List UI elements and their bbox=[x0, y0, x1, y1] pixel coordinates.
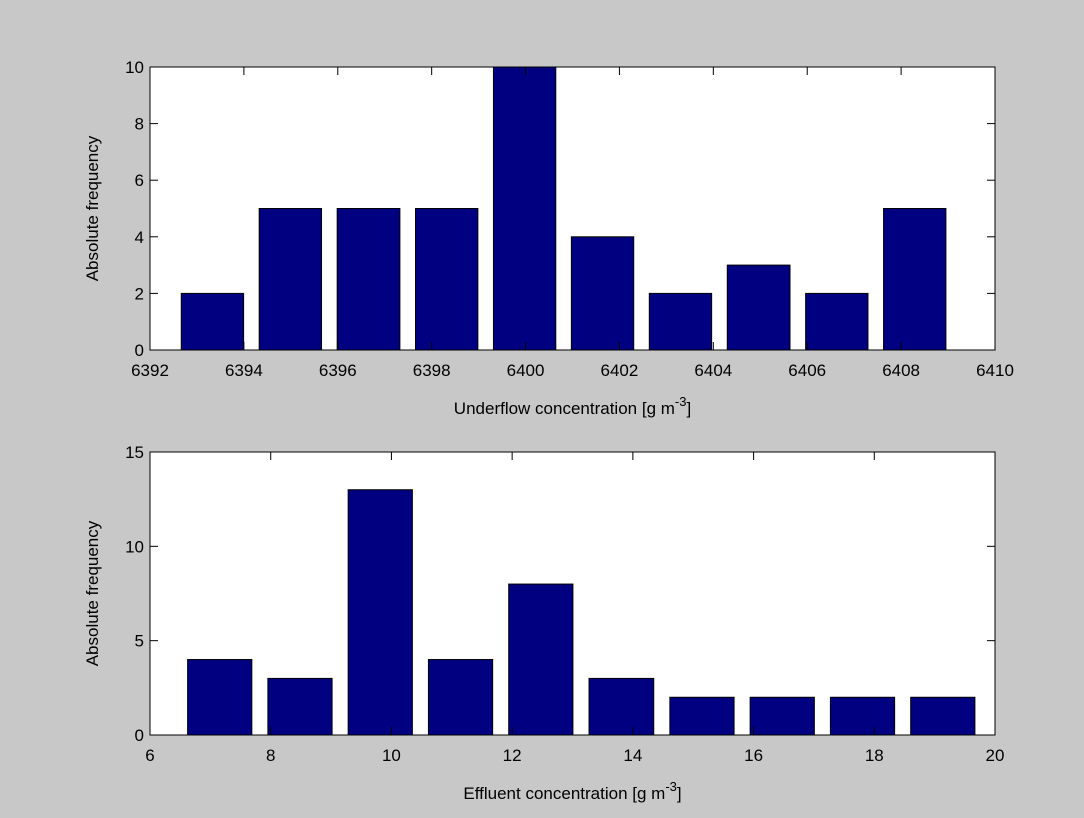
bar bbox=[570, 236, 635, 351]
axes-frame bbox=[149, 66, 996, 351]
x-axis-label-part: -3 bbox=[665, 779, 677, 794]
x-axis-label-part: Underflow concentration [g m bbox=[454, 399, 675, 418]
y-tick-label: 10 bbox=[125, 537, 144, 556]
y-tick-label: 6 bbox=[135, 171, 144, 190]
x-tick-label: 6398 bbox=[413, 361, 451, 380]
y-tick-label: 4 bbox=[135, 228, 144, 247]
x-tick-label: 18 bbox=[865, 746, 884, 765]
bar bbox=[508, 583, 574, 736]
bar bbox=[910, 696, 976, 736]
x-tick-label: 8 bbox=[266, 746, 275, 765]
x-tick-label: 14 bbox=[623, 746, 642, 765]
x-tick-label: 12 bbox=[503, 746, 522, 765]
bar bbox=[415, 208, 479, 351]
x-axis-label-part: Effluent concentration [g m bbox=[463, 784, 665, 803]
x-axis-label-part: ] bbox=[677, 784, 682, 803]
x-tick-label: 6400 bbox=[507, 361, 545, 380]
bar bbox=[267, 677, 333, 736]
bar bbox=[347, 489, 413, 736]
bar bbox=[669, 696, 735, 736]
bar bbox=[805, 292, 869, 351]
x-tick-label: 16 bbox=[744, 746, 763, 765]
bar bbox=[187, 659, 253, 736]
x-tick-label: 6 bbox=[145, 746, 154, 765]
x-tick-label: 6404 bbox=[694, 361, 732, 380]
x-tick-label: 6406 bbox=[788, 361, 826, 380]
bar bbox=[336, 208, 401, 351]
x-tick-label: 6394 bbox=[225, 361, 263, 380]
y-tick-label: 10 bbox=[125, 58, 144, 77]
bar bbox=[829, 696, 896, 736]
bar bbox=[648, 292, 713, 351]
bar bbox=[492, 66, 557, 351]
y-tick-label: 0 bbox=[135, 341, 144, 360]
x-axis-label-part: ] bbox=[686, 399, 691, 418]
x-tick-label: 6408 bbox=[882, 361, 920, 380]
x-tick-label: 6392 bbox=[131, 361, 169, 380]
x-axis-label: Effluent concentration [g m-3] bbox=[463, 779, 681, 803]
bar bbox=[258, 208, 323, 351]
x-tick-label: 6396 bbox=[319, 361, 357, 380]
y-tick-label: 8 bbox=[135, 115, 144, 134]
bar bbox=[180, 292, 245, 351]
x-tick-label: 6410 bbox=[976, 361, 1014, 380]
bar bbox=[427, 659, 494, 736]
x-axis-label-part: -3 bbox=[675, 394, 687, 409]
y-tick-label: 15 bbox=[125, 443, 144, 462]
bar bbox=[726, 264, 791, 351]
bar bbox=[883, 208, 947, 351]
y-axis-label: Absolute frequency bbox=[83, 135, 102, 281]
y-tick-label: 0 bbox=[135, 726, 144, 745]
x-tick-label: 10 bbox=[382, 746, 401, 765]
bar bbox=[749, 696, 815, 736]
axes-frame bbox=[149, 451, 996, 736]
y-axis-label: Absolute frequency bbox=[83, 520, 102, 666]
x-axis-label: Underflow concentration [g m-3] bbox=[454, 394, 691, 418]
x-tick-label: 20 bbox=[986, 746, 1005, 765]
x-tick-label: 6402 bbox=[601, 361, 639, 380]
y-tick-label: 5 bbox=[135, 632, 144, 651]
y-tick-label: 2 bbox=[135, 284, 144, 303]
bar bbox=[588, 677, 655, 736]
